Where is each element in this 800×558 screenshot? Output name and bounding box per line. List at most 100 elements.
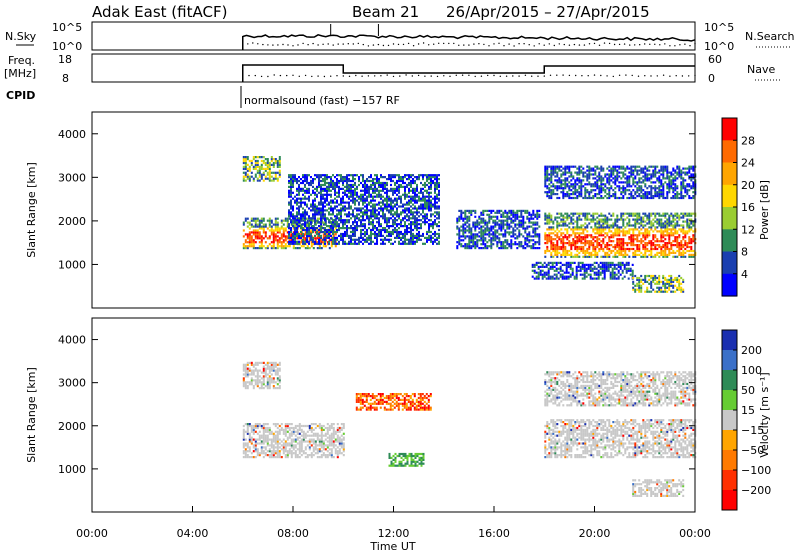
data-cell — [562, 219, 564, 221]
data-cell — [275, 226, 277, 228]
data-cell — [285, 239, 287, 241]
data-cell — [253, 178, 255, 180]
data-cell — [658, 181, 660, 183]
data-cell — [314, 235, 316, 237]
data-cell — [384, 188, 386, 190]
data-cell — [602, 168, 604, 170]
data-cell — [528, 218, 530, 220]
data-cell — [458, 239, 460, 241]
data-cell — [646, 232, 648, 234]
data-cell — [362, 194, 364, 196]
data-cell — [556, 172, 558, 174]
data-cell — [290, 194, 292, 196]
data-cell — [412, 229, 414, 231]
data-cell — [310, 227, 312, 229]
data-cell — [662, 224, 664, 226]
data-cell — [688, 172, 690, 174]
data-cell — [476, 233, 478, 235]
data-cell — [312, 227, 314, 229]
data-cell — [674, 240, 676, 242]
data-cell — [538, 216, 540, 218]
data-cell — [634, 222, 636, 224]
data-cell — [678, 175, 680, 177]
data-cell — [636, 170, 638, 172]
data-cell — [622, 197, 624, 199]
data-cell — [570, 242, 572, 244]
data-cell — [300, 200, 302, 202]
data-cell — [426, 221, 428, 223]
data-cell — [662, 213, 664, 215]
data-cell — [598, 179, 600, 181]
data-cell — [382, 229, 384, 231]
data-cell — [654, 185, 656, 187]
data-cell — [340, 207, 342, 209]
data-cell — [259, 180, 261, 182]
data-cell — [478, 239, 480, 241]
data-cell — [582, 215, 584, 217]
data-cell — [558, 217, 560, 219]
data-cell — [259, 226, 261, 228]
data-cell — [318, 207, 320, 209]
data-cell — [422, 198, 424, 200]
data-cell — [496, 216, 498, 218]
data-cell — [610, 230, 612, 232]
data-cell — [275, 176, 277, 178]
data-cell — [434, 176, 436, 178]
data-cell — [325, 245, 327, 247]
nave-dot — [644, 75, 645, 76]
data-cell — [594, 177, 596, 179]
data-cell — [310, 217, 312, 219]
data-cell — [324, 205, 326, 207]
data-cell — [536, 241, 538, 243]
data-cell — [390, 205, 392, 207]
data-cell — [249, 176, 251, 178]
data-cell — [652, 248, 654, 250]
data-cell — [574, 189, 576, 191]
data-cell — [634, 254, 636, 256]
data-cell — [620, 193, 622, 195]
data-cell — [548, 191, 550, 193]
data-cell — [676, 197, 678, 199]
data-cell — [416, 233, 418, 235]
data-cell — [588, 234, 590, 236]
data-cell — [608, 175, 610, 177]
data-cell — [586, 197, 588, 199]
data-cell — [588, 175, 590, 177]
data-cell — [326, 209, 328, 211]
data-cell — [556, 248, 558, 250]
data-cell — [628, 193, 630, 195]
data-cell — [324, 194, 326, 196]
data-cell — [275, 224, 277, 226]
data-cell — [538, 268, 540, 270]
data-cell — [596, 228, 598, 230]
data-cell — [594, 222, 596, 224]
data-cell — [676, 177, 678, 179]
data-cell — [536, 224, 538, 226]
data-cell — [346, 227, 348, 229]
data-cell — [426, 184, 428, 186]
data-cell — [532, 231, 534, 233]
data-cell — [370, 188, 372, 190]
data-cell — [326, 225, 328, 227]
data-cell — [436, 178, 438, 180]
data-cell — [376, 190, 378, 192]
data-cell — [370, 211, 372, 213]
data-cell — [294, 178, 296, 180]
data-cell — [588, 173, 590, 175]
data-cell — [334, 194, 336, 196]
data-cell — [394, 211, 396, 213]
data-cell — [338, 219, 340, 221]
data-cell — [656, 172, 658, 174]
data-cell — [546, 274, 548, 276]
data-cell — [584, 187, 586, 189]
data-cell — [544, 191, 546, 193]
data-cell — [554, 254, 556, 256]
data-cell — [616, 173, 618, 175]
data-cell — [370, 235, 372, 237]
data-cell — [652, 219, 654, 221]
data-cell — [324, 198, 326, 200]
data-cell — [592, 168, 594, 170]
nsearch-dot — [363, 44, 364, 45]
data-cell — [688, 166, 690, 168]
